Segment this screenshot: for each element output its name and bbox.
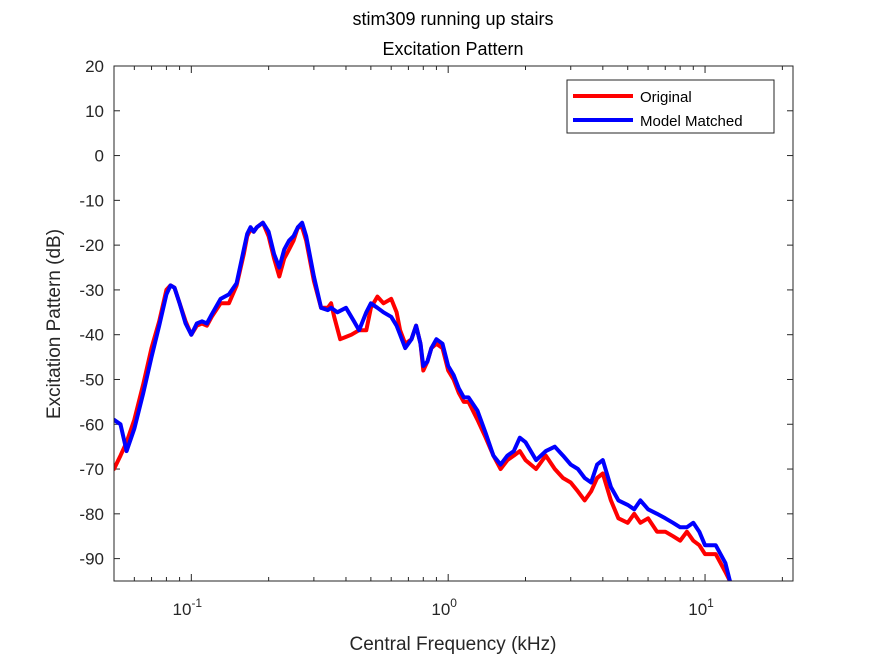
x-axis-title: Central Frequency (kHz) xyxy=(350,634,557,655)
x-tick-label: 10-1 xyxy=(173,596,203,619)
y-tick-label: -50 xyxy=(79,370,104,389)
x-tick-label-exponent: 0 xyxy=(450,596,457,610)
y-tick-label: 0 xyxy=(95,147,104,166)
x-tick-label: 101 xyxy=(688,596,714,619)
y-axis-title: Excitation Pattern (dB) xyxy=(44,229,65,419)
x-tick-label-exponent: 1 xyxy=(707,596,714,610)
y-tick-label: 20 xyxy=(85,57,104,76)
y-tick-label: -70 xyxy=(79,460,104,479)
series-line-model-matched xyxy=(114,220,732,581)
chart-title-line-2: Excitation Pattern xyxy=(382,39,523,59)
y-tick-label: -40 xyxy=(79,326,104,345)
x-tick-label-base: 10 xyxy=(431,600,450,619)
chart-title-line-1: stim309 running up stairs xyxy=(352,9,553,29)
y-tick-label: -90 xyxy=(79,550,104,569)
y-tick-label: -80 xyxy=(79,505,104,524)
y-tick-label: 10 xyxy=(85,102,104,121)
series-layer xyxy=(114,220,732,581)
y-tick-label: -60 xyxy=(79,415,104,434)
x-tick-label: 100 xyxy=(431,596,457,619)
legend-box xyxy=(566,79,775,134)
plot-area xyxy=(114,66,793,581)
x-tick-label-exponent: -1 xyxy=(191,596,202,610)
y-tick-label: -30 xyxy=(79,281,104,300)
legend-label-original: Original xyxy=(640,89,692,106)
y-tick-label: -20 xyxy=(79,236,104,255)
legend-label-model-matched: Model Matched xyxy=(640,113,743,130)
x-tick-label-base: 10 xyxy=(173,600,192,619)
plot-frame xyxy=(113,65,794,582)
x-tick-label-base: 10 xyxy=(688,600,707,619)
legend: Original Model Matched xyxy=(566,79,775,134)
y-tick-label: -10 xyxy=(79,191,104,210)
